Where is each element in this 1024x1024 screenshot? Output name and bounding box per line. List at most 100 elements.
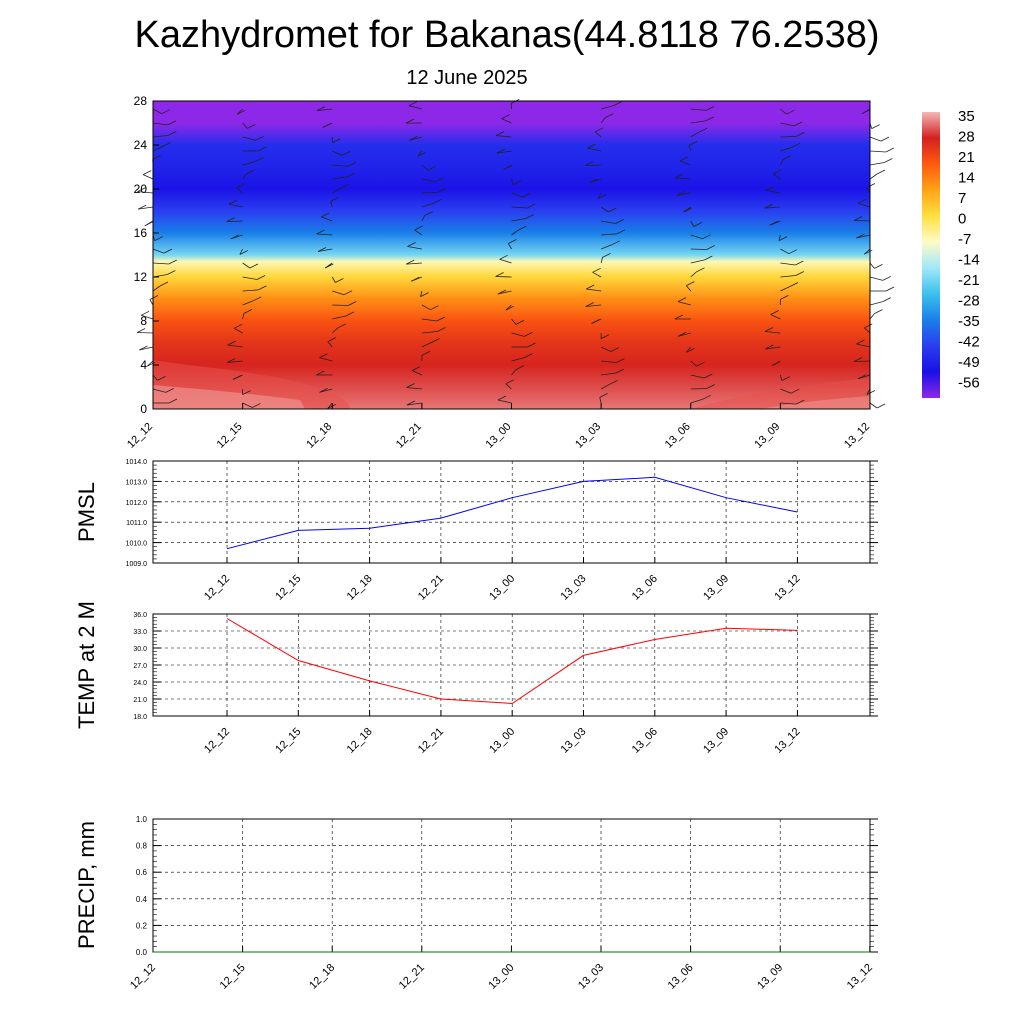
x-tick-label: 13_00: [487, 726, 517, 756]
page-subtitle: 12 June 2025: [406, 67, 528, 89]
y-tick-label: 18.0: [133, 714, 147, 721]
x-tick-label: 13_06: [630, 726, 660, 756]
y-tick-label: 1014.0: [126, 459, 148, 466]
colorbar: [922, 112, 940, 398]
wind-barb-column: [853, 108, 895, 409]
colorbar-label: 0: [958, 211, 966, 228]
y-tick-label: 0.8: [136, 842, 148, 851]
x-tick-label: 13_09: [701, 573, 731, 603]
y-tick-label: 21.0: [133, 697, 147, 704]
x-tick-label: 12_21: [394, 421, 424, 451]
colorbar-label: -49: [958, 354, 980, 371]
y-tick-label: 4: [140, 358, 147, 372]
y-tick-label: 27.0: [133, 663, 147, 670]
y-tick-label: 24.0: [133, 680, 147, 687]
y-tick-label: 1013.0: [126, 479, 148, 486]
y-tick-label: 20: [134, 182, 148, 196]
x-tick-label: 13_12: [845, 962, 875, 992]
warm-surface-lobe: [153, 385, 305, 409]
x-tick-label: 12_21: [416, 573, 446, 603]
x-tick-label: 12_18: [304, 421, 334, 451]
y-tick-label: 12: [134, 270, 148, 284]
y-tick-label: 0.6: [136, 868, 148, 877]
x-tick-label: 12_15: [218, 962, 248, 992]
colorbar-label: 35: [958, 108, 975, 125]
wind-barb-column: [316, 106, 357, 409]
y-tick-label: 8: [140, 314, 147, 328]
page-title: Kazhydromet for Bakanas(44.8118 76.2538): [134, 14, 880, 56]
colorbar-label: 7: [958, 190, 966, 207]
x-tick-label: 12_18: [307, 962, 337, 992]
colorbar-label: -7: [958, 231, 971, 248]
y-axis-title: TEMP at 2 M: [74, 601, 99, 729]
x-tick-label: 13_03: [576, 962, 606, 992]
x-tick-label: 13_03: [559, 726, 589, 756]
plot-frame: [152, 613, 871, 717]
colorbar-label: -56: [958, 375, 980, 392]
x-tick-label: 12_18: [345, 573, 375, 603]
x-tick-label: 13_12: [772, 726, 802, 756]
x-tick-label: 13_06: [630, 573, 660, 603]
y-axis-title: PMSL: [74, 482, 99, 542]
x-tick-label: 13_00: [487, 573, 517, 603]
y-tick-label: 1011.0: [126, 520, 147, 527]
x-tick-label: 13_12: [842, 421, 872, 451]
y-tick-label: 1010.0: [126, 541, 148, 548]
x-tick-label: 12_12: [125, 421, 155, 451]
x-tick-label: 12_18: [345, 726, 375, 756]
y-tick-label: 16: [134, 226, 148, 240]
x-tick-label: 13_12: [772, 573, 802, 603]
warm-surface-lobe: [760, 396, 870, 409]
colorbar-label: 28: [958, 129, 975, 146]
y-tick-label: 0.2: [136, 921, 148, 930]
y-tick-label: 0: [140, 402, 147, 416]
x-tick-label: 13_03: [573, 421, 603, 451]
y-tick-label: 0.0: [136, 948, 148, 957]
x-tick-label: 13_06: [663, 421, 693, 451]
wind-barb-column: [495, 99, 536, 404]
wind-barb-column: [226, 108, 267, 408]
x-tick-label: 12_12: [202, 573, 232, 603]
x-tick-label: 13_06: [666, 962, 696, 992]
colorbar-label: -14: [958, 252, 980, 269]
colorbar-label: -28: [958, 293, 980, 310]
x-tick-label: 13_09: [752, 421, 782, 451]
x-tick-label: 12_15: [215, 421, 245, 451]
x-tick-label: 13_03: [559, 573, 589, 603]
y-tick-label: 36.0: [133, 612, 147, 619]
series-line: [226, 618, 798, 705]
colorbar-label: -35: [958, 313, 980, 330]
y-tick-label: 28: [134, 94, 148, 108]
wind-barb-column: [764, 108, 805, 405]
y-tick-label: 0.4: [136, 895, 148, 904]
x-tick-label: 12_12: [202, 726, 232, 756]
wind-barb-column: [585, 101, 625, 404]
y-axis-title: PRECIP, mm: [74, 821, 99, 949]
x-tick-label: 12_15: [273, 573, 303, 603]
x-tick-label: 13_00: [484, 421, 514, 451]
x-tick-label: 12_12: [128, 962, 158, 992]
x-tick-label: 13_09: [755, 962, 785, 992]
colorbar-label: -42: [958, 334, 980, 351]
x-tick-label: 13_00: [486, 962, 516, 992]
series-line: [226, 476, 798, 550]
y-tick-label: 1009.0: [126, 561, 148, 568]
x-tick-label: 13_09: [701, 726, 731, 756]
y-tick-label: 1012.0: [126, 500, 148, 507]
colorbar-label: 21: [958, 149, 975, 166]
wind-barb-column: [674, 106, 715, 404]
colorbar-label: -21: [958, 272, 980, 289]
y-tick-label: 33.0: [133, 629, 147, 636]
colorbar-label: 14: [958, 170, 975, 187]
y-tick-label: 24: [134, 138, 148, 152]
plot-frame: [152, 460, 871, 564]
x-tick-label: 12_15: [273, 726, 303, 756]
wind-barb-column: [136, 108, 178, 404]
x-tick-label: 12_21: [397, 962, 427, 992]
y-tick-label: 1.0: [136, 815, 148, 824]
y-tick-label: 30.0: [133, 646, 147, 653]
x-tick-label: 12_21: [416, 726, 446, 756]
wind-barb-column: [405, 101, 446, 406]
temperature-field: [153, 101, 870, 409]
